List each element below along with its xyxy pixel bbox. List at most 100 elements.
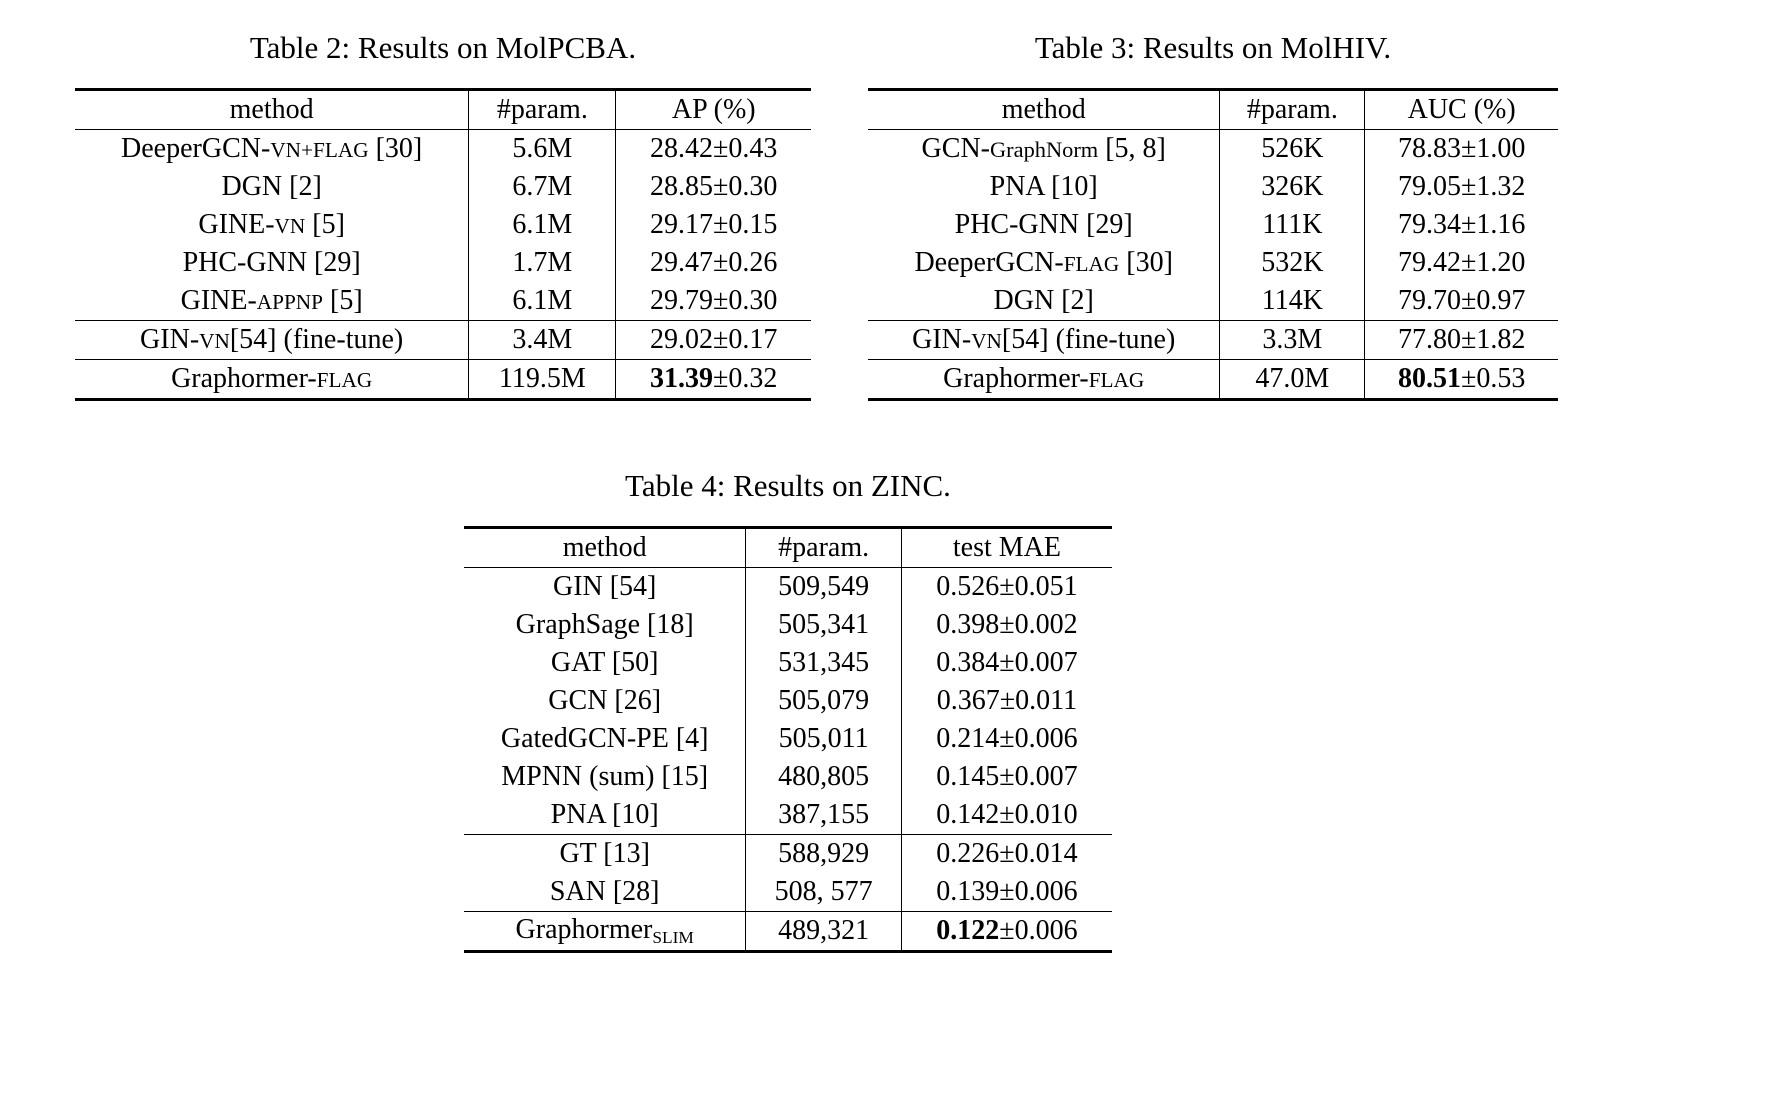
value-cell: 28.85±0.30 bbox=[615, 168, 811, 206]
method-segment-sc: VN bbox=[971, 329, 1002, 353]
method-cell: PHC-GNN [29] bbox=[75, 244, 469, 282]
value-cell: 79.34±1.16 bbox=[1364, 206, 1558, 244]
result-stddev: ±0.32 bbox=[713, 363, 778, 394]
result-stddev: ±0.17 bbox=[713, 324, 778, 355]
param-cell: 6.1M bbox=[468, 282, 616, 321]
table-row: PHC-GNN [29] 111K 79.34±1.16 bbox=[868, 206, 1558, 244]
result-stddev: ±0.006 bbox=[999, 876, 1078, 907]
value-cell: 29.47±0.26 bbox=[615, 244, 811, 282]
value-cell: 0.226±0.014 bbox=[900, 834, 1112, 873]
param-cell: 509,549 bbox=[745, 567, 902, 606]
method-segment: GCN [26] bbox=[548, 685, 662, 716]
table-3-caption: Table 3: Results on MolHIV. bbox=[1034, 30, 1392, 65]
method-cell: GCN [26] bbox=[464, 682, 746, 720]
value-cell: 0.139±0.006 bbox=[900, 873, 1112, 912]
method-segment: [30] bbox=[368, 133, 423, 164]
value-cell: 0.142±0.010 bbox=[900, 796, 1112, 835]
value-cell: 0.122±0.006 bbox=[900, 911, 1112, 952]
value-cell: 0.384±0.007 bbox=[900, 644, 1112, 682]
column-header: AUC (%) bbox=[1364, 89, 1558, 130]
param-cell: 6.1M bbox=[468, 206, 616, 244]
table-row: GINE-VN [5] 6.1M 29.17±0.15 bbox=[75, 206, 811, 244]
param-cell: 5.6M bbox=[468, 129, 616, 168]
value-cell: 0.367±0.011 bbox=[900, 682, 1112, 720]
method-segment: GIN- bbox=[140, 324, 200, 355]
method-cell: GINE-VN [5] bbox=[75, 206, 469, 244]
method-cell: DGN [2] bbox=[868, 282, 1220, 321]
result-value: 0.145 bbox=[936, 761, 1000, 792]
result-stddev: ±0.97 bbox=[1460, 285, 1526, 316]
method-cell: GAT [50] bbox=[464, 644, 746, 682]
result-value: 28.42 bbox=[650, 133, 714, 164]
method-cell: GIN-VN[54] (fine-tune) bbox=[75, 321, 469, 360]
method-segment: Graphormer bbox=[515, 913, 653, 945]
value-cell: 79.42±1.20 bbox=[1364, 244, 1558, 282]
result-stddev: ±1.82 bbox=[1460, 324, 1526, 355]
column-header: #param. bbox=[745, 527, 902, 568]
method-segment: DeeperGCN- bbox=[121, 133, 271, 164]
results-table-molpcba: method #param. AP (%) DeeperGCN-VN+FLAG [30… bbox=[75, 88, 811, 401]
param-cell: 119.5M bbox=[468, 359, 616, 400]
result-value: 0.139 bbox=[936, 876, 1000, 907]
header-row: method #param. AUC (%) bbox=[868, 89, 1558, 130]
value-cell: 79.70±0.97 bbox=[1364, 282, 1558, 321]
column-header: test MAE bbox=[900, 527, 1112, 568]
table-row: GIN-VN[54] (fine-tune) 3.3M 77.80±1.82 bbox=[868, 320, 1558, 360]
method-segment: DeeperGCN- bbox=[914, 247, 1064, 278]
table-row: PNA [10] 326K 79.05±1.32 bbox=[868, 168, 1558, 206]
result-stddev: ±0.051 bbox=[999, 571, 1078, 602]
param-cell: 387,155 bbox=[745, 796, 902, 835]
table-row: DeeperGCN-VN+FLAG [30] 5.6M 28.42±0.43 bbox=[75, 129, 811, 168]
method-cell: SAN [28] bbox=[464, 873, 746, 912]
method-segment: GT [13] bbox=[559, 838, 650, 869]
method-segment-sc: FLAG bbox=[316, 368, 373, 392]
method-segment: GAT [50] bbox=[550, 647, 659, 678]
results-table-zinc: method #param. test MAE GIN [54] 509,549 0.52… bbox=[464, 526, 1112, 953]
table-row: GraphSage [18] 505,341 0.398±0.002 bbox=[464, 606, 1112, 644]
method-segment: [30] bbox=[1119, 247, 1173, 278]
method-cell: GIN [54] bbox=[464, 568, 746, 607]
value-cell: 0.214±0.006 bbox=[900, 720, 1112, 758]
param-cell: 1.7M bbox=[468, 244, 616, 282]
result-value: 77.80 bbox=[1397, 324, 1461, 355]
result-stddev: ±0.30 bbox=[713, 171, 778, 202]
method-segment-sc: FLAG bbox=[1088, 368, 1145, 392]
method-cell: MPNN (sum) [15] bbox=[464, 758, 746, 796]
value-cell: 29.02±0.17 bbox=[615, 320, 811, 360]
header-row: method #param. test MAE bbox=[464, 527, 1112, 568]
method-cell: GIN-VN[54] (fine-tune) bbox=[868, 321, 1220, 360]
method-segment-sc: VN bbox=[274, 214, 306, 238]
param-cell: 508, 577 bbox=[745, 873, 902, 912]
param-cell: 114K bbox=[1219, 282, 1365, 321]
method-segment: GraphSage [18] bbox=[515, 609, 694, 640]
result-value: 29.17 bbox=[650, 209, 714, 240]
method-segment: GatedGCN-PE [4] bbox=[500, 723, 709, 754]
result-stddev: ±1.32 bbox=[1460, 171, 1526, 202]
result-stddev: ±0.014 bbox=[999, 838, 1078, 869]
param-cell: 505,079 bbox=[745, 682, 902, 720]
table-row: DGN [2] 6.7M 28.85±0.30 bbox=[75, 168, 811, 206]
method-segment: [5] bbox=[323, 285, 363, 316]
result-stddev: ±0.43 bbox=[713, 133, 778, 164]
value-cell: 29.79±0.30 bbox=[615, 282, 811, 321]
result-value: 79.34 bbox=[1397, 209, 1461, 240]
column-header: method bbox=[562, 532, 647, 563]
result-stddev: ±0.006 bbox=[999, 915, 1078, 946]
method-segment: [54] (fine-tune) bbox=[1001, 324, 1176, 355]
result-value: 0.367 bbox=[936, 685, 1000, 716]
table-3-figure: Table 3: Results on MolHIV. method #param… bbox=[868, 30, 1558, 401]
table-row: GraphormerSLIM 489,321 0.122±0.006 bbox=[464, 911, 1112, 952]
result-value: 0.142 bbox=[936, 799, 1000, 830]
value-cell: 29.17±0.15 bbox=[615, 206, 811, 244]
param-cell: 3.3M bbox=[1219, 320, 1365, 360]
result-stddev: ±0.007 bbox=[999, 647, 1078, 678]
result-value: 79.42 bbox=[1397, 247, 1461, 278]
method-segment: PNA [10] bbox=[550, 799, 659, 830]
table-row: GCN [26] 505,079 0.367±0.011 bbox=[464, 682, 1112, 720]
table-row: GT [13] 588,929 0.226±0.014 bbox=[464, 834, 1112, 873]
value-cell: 77.80±1.82 bbox=[1364, 320, 1558, 360]
method-cell: DGN [2] bbox=[75, 168, 469, 206]
column-header: #param. bbox=[1219, 89, 1365, 130]
method-cell: GCN-GraphNorm [5, 8] bbox=[868, 130, 1220, 169]
value-cell: 28.42±0.43 bbox=[615, 129, 811, 168]
